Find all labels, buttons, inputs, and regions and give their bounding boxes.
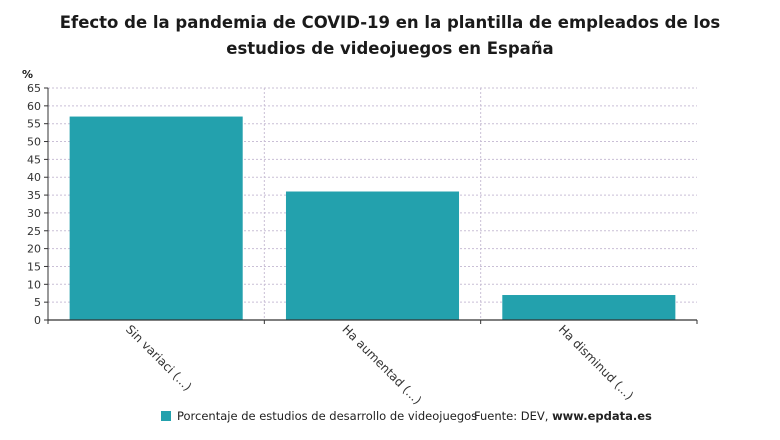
y-axis-unit-label: % (22, 68, 33, 81)
y-tick-label: 35 (27, 189, 41, 202)
source-prefix: Fuente: DEV, (474, 409, 549, 423)
y-tick-label: 10 (27, 278, 41, 291)
y-tick-label: 15 (27, 260, 41, 273)
y-tick-label: 5 (34, 296, 41, 309)
legend-label: Porcentaje de estudios de desarrollo de … (177, 409, 478, 423)
y-tick-label: 65 (27, 82, 41, 95)
y-tick-label: 25 (27, 225, 41, 238)
source-credit: Fuente: DEV, www.epdata.es (474, 409, 652, 423)
y-tick-label: 0 (34, 314, 41, 327)
y-tick-label: 60 (27, 100, 41, 113)
x-tick-label: Ha disminud (...) (556, 322, 637, 403)
y-tick-label: 50 (27, 136, 41, 149)
y-tick-label: 40 (27, 171, 41, 184)
x-tick-label: Sin variaci (...) (123, 322, 194, 393)
legend-swatch (161, 411, 171, 421)
legend: Porcentaje de estudios de desarrollo de … (161, 409, 477, 423)
y-tick-label: 30 (27, 207, 41, 220)
chart-title: Efecto de la pandemia de COVID-19 en la … (59, 13, 721, 58)
source-site: www.epdata.es (552, 409, 652, 423)
chart-footer: Porcentaje de estudios de desarrollo de … (0, 409, 780, 429)
bar (502, 295, 676, 320)
y-tick-label: 20 (27, 243, 41, 256)
y-tick-label: 45 (27, 153, 41, 166)
bar (69, 116, 243, 320)
y-tick-label: 55 (27, 118, 41, 131)
bar (285, 191, 460, 320)
bars (69, 116, 676, 320)
x-tick-label: Ha aumentad (...) (339, 322, 424, 407)
